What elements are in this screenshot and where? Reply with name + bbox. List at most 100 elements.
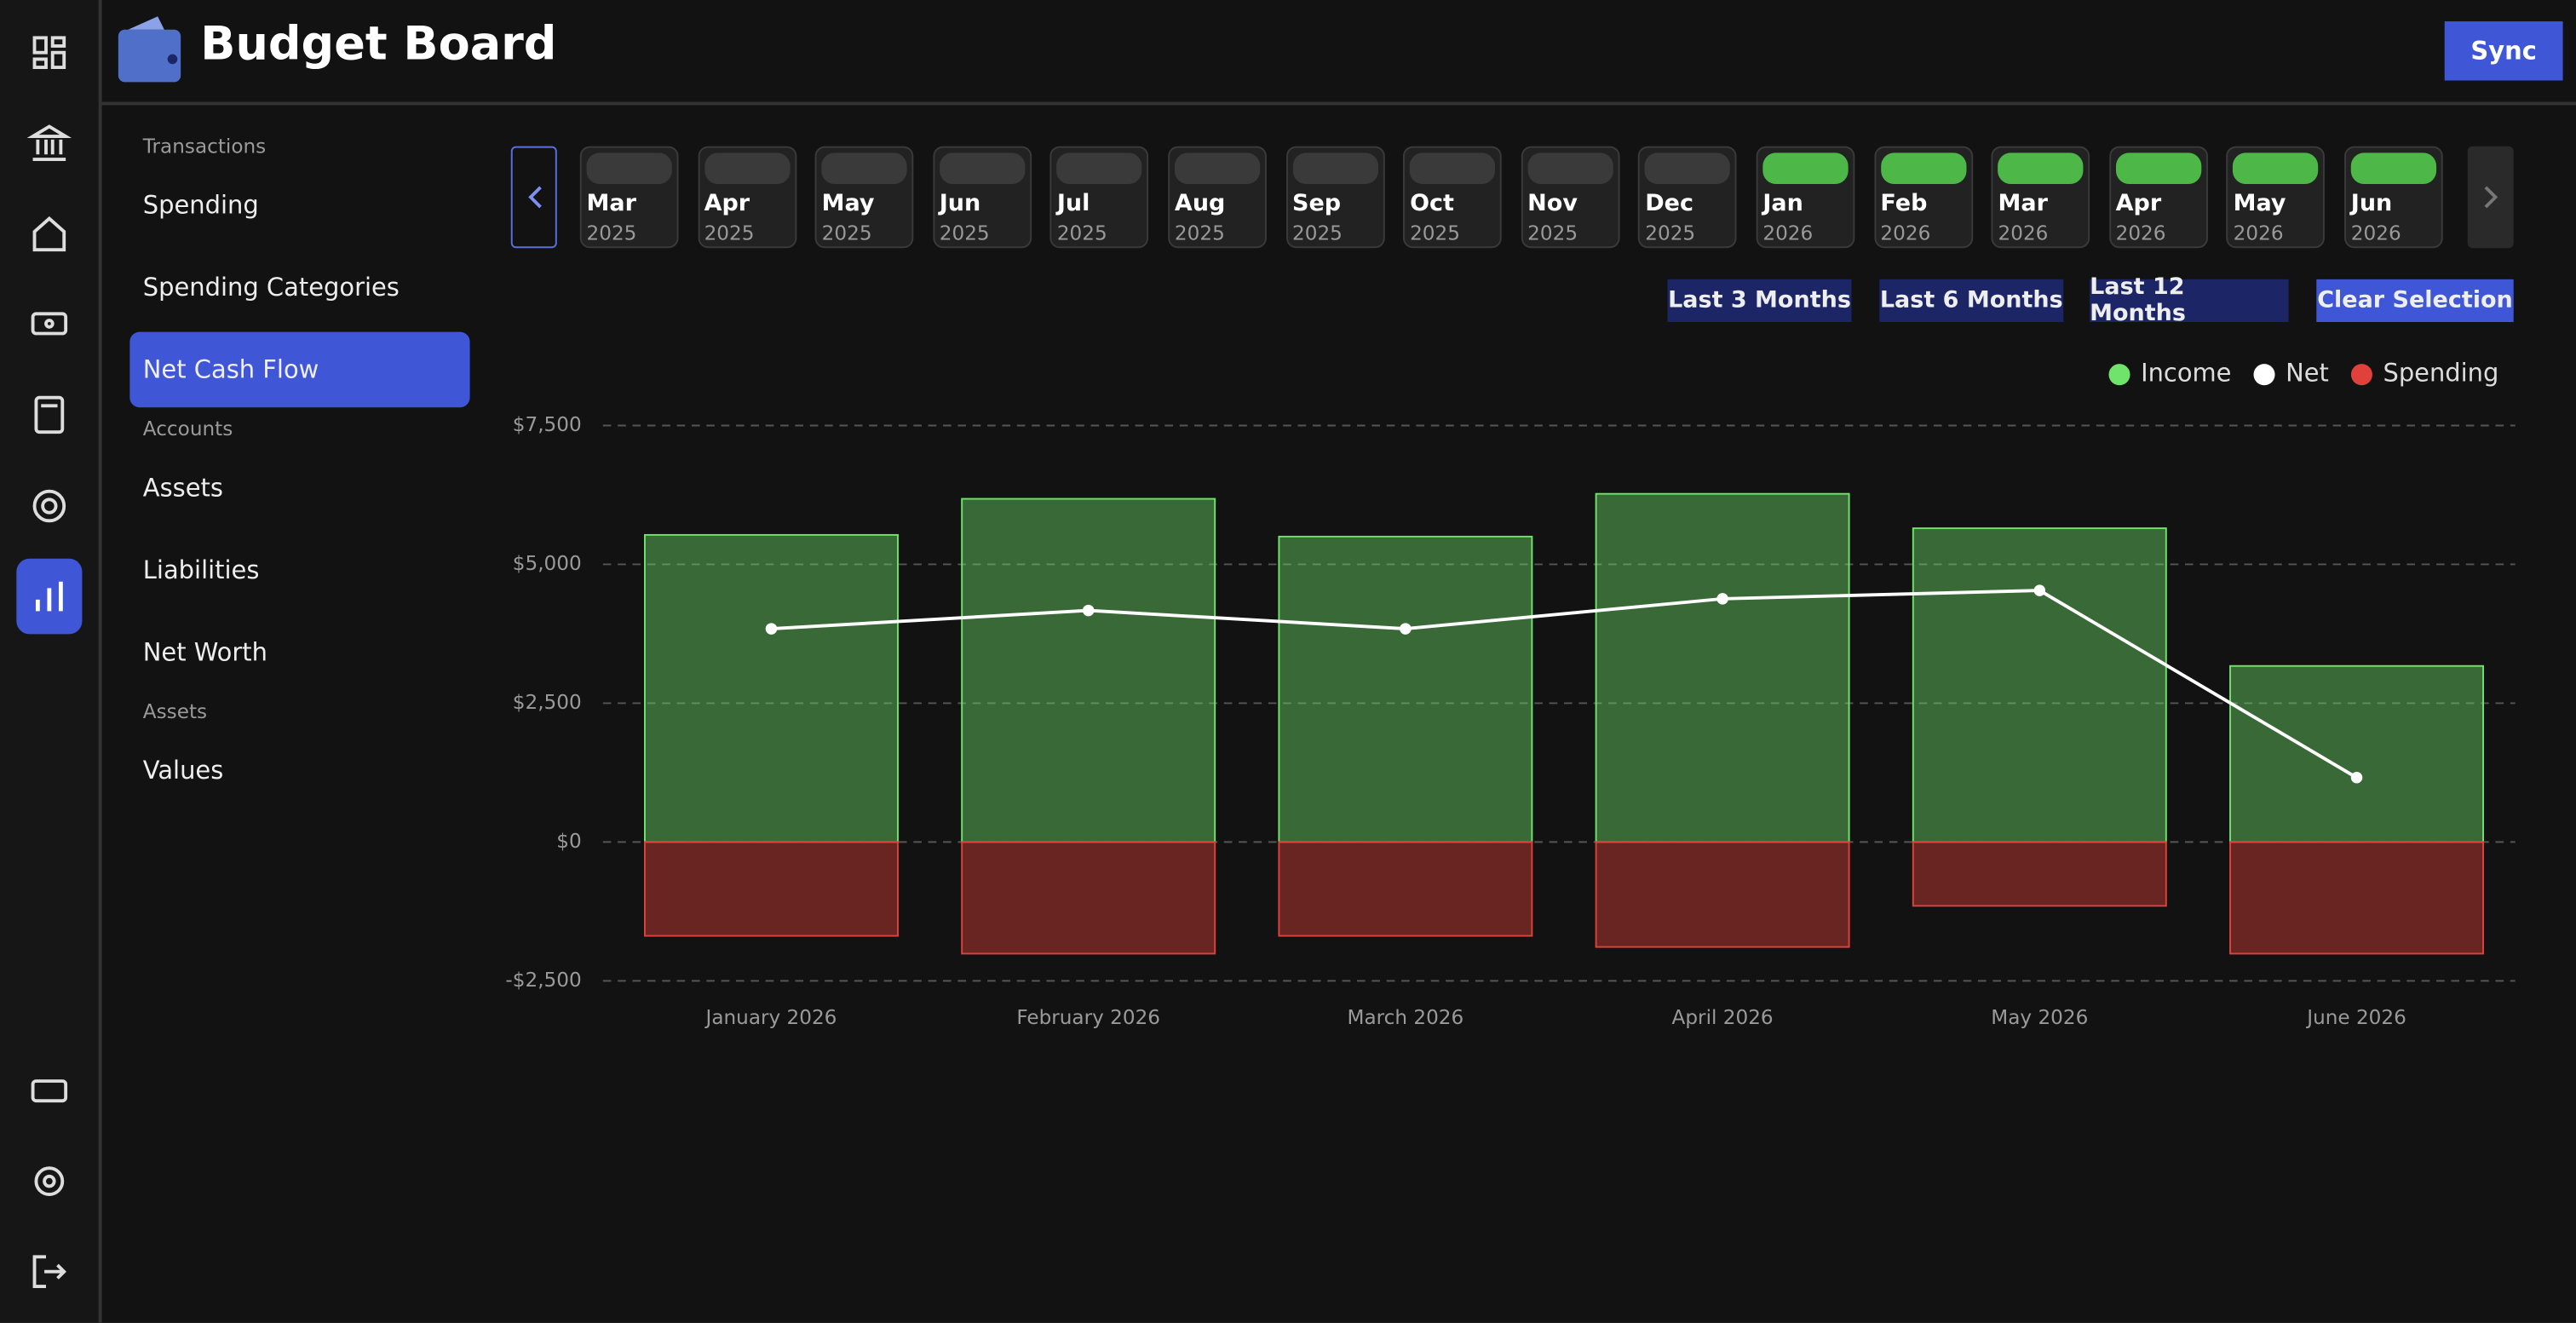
month-label: Mar (1998, 190, 2048, 217)
x-tick-label: March 2026 (1348, 1007, 1464, 1029)
legend-label: Net (2286, 359, 2329, 388)
month-chip[interactable]: Dec 2025 (1638, 146, 1738, 249)
range-button[interactable]: Last 6 Months (1879, 279, 2064, 322)
goals-icon[interactable] (16, 471, 82, 537)
month-label: Jul (1056, 190, 1090, 217)
year-label: 2025 (704, 221, 755, 245)
x-tick-label: June 2026 (2305, 1007, 2406, 1029)
month-label: Apr (2115, 190, 2162, 217)
dashboard-icon[interactable] (16, 20, 82, 85)
year-label: 2025 (586, 221, 637, 245)
month-label: Feb (1880, 190, 1928, 217)
calculator-icon[interactable] (16, 381, 82, 446)
month-chip[interactable]: May 2026 (2226, 146, 2326, 249)
net-point (2350, 772, 2363, 784)
selection-indicator (1527, 152, 1613, 184)
bar (1595, 492, 1850, 843)
month-chip[interactable]: Nov 2025 (1521, 146, 1620, 249)
net-point (1082, 604, 1095, 617)
year-label: 2026 (2115, 221, 2166, 245)
month-label: May (821, 190, 875, 217)
month-chip[interactable]: Jun 2026 (2344, 146, 2443, 249)
nav-item[interactable]: Net Worth (142, 637, 267, 667)
bar (643, 841, 899, 937)
month-chip[interactable]: May 2025 (814, 146, 914, 249)
selection-indicator (1410, 152, 1496, 184)
app-title: Budget Board (200, 16, 557, 71)
next-months[interactable] (2467, 146, 2514, 249)
year-label: 2025 (939, 221, 990, 245)
selection-indicator (1998, 152, 2084, 184)
bar (2229, 664, 2484, 843)
x-tick-label: May 2026 (1991, 1007, 2088, 1029)
nav-item[interactable]: Spending (142, 190, 259, 221)
y-tick-label: $7,500 (513, 414, 582, 436)
net-point (1716, 593, 1728, 605)
bar (2229, 841, 2484, 955)
legend-swatch (2108, 364, 2130, 386)
year-label: 2025 (1410, 221, 1460, 245)
cash-icon[interactable] (16, 290, 82, 356)
settings-icon[interactable] (16, 1148, 82, 1214)
year-label: 2025 (1292, 221, 1343, 245)
nav-item[interactable]: Values (142, 756, 224, 785)
section-heading: Assets (142, 699, 208, 723)
selection-indicator (2115, 152, 2201, 184)
sync-button[interactable]: Sync (2444, 21, 2563, 81)
range-button[interactable]: Last 3 Months (1667, 279, 1852, 322)
month-chip[interactable]: Jun 2025 (933, 146, 1032, 249)
section-heading: Accounts (142, 417, 233, 440)
icon-rail (0, 0, 102, 1323)
net-point (2033, 584, 2046, 596)
month-chip[interactable]: Apr 2025 (697, 146, 796, 249)
selection-indicator (1174, 152, 1261, 184)
month-chip[interactable]: Jul 2025 (1050, 146, 1149, 249)
bar (961, 841, 1216, 955)
nav-item[interactable]: Liabilities (142, 555, 260, 585)
selection-indicator (1762, 152, 1849, 184)
year-label: 2025 (1645, 221, 1696, 245)
month-chip[interactable]: Apr 2026 (2108, 146, 2208, 249)
month-label: May (2233, 190, 2286, 217)
month-label: Jan (1762, 190, 1803, 217)
top-bar: Budget Board Sync (101, 0, 2576, 106)
year-label: 2025 (1174, 221, 1225, 245)
legend-swatch (2253, 364, 2275, 386)
import-icon[interactable] (16, 1060, 82, 1125)
month-chip[interactable]: Oct 2025 (1403, 146, 1503, 249)
month-label: Mar (586, 190, 636, 217)
net-line (771, 589, 2358, 779)
prev-months[interactable] (510, 146, 557, 249)
year-label: 2026 (1880, 221, 1931, 245)
month-label: Aug (1174, 190, 1226, 217)
year-label: 2025 (1527, 221, 1578, 245)
range-button[interactable]: Clear Selection (2316, 279, 2514, 322)
legend-swatch (2350, 364, 2372, 386)
nav-item[interactable]: Net Cash Flow (129, 331, 470, 408)
month-chip[interactable]: Jan 2026 (1756, 146, 1855, 249)
bar (1912, 841, 2167, 907)
selection-indicator (1292, 152, 1378, 184)
home-icon[interactable] (16, 200, 82, 266)
bar (1595, 841, 1850, 948)
month-chip[interactable]: Mar 2026 (1991, 146, 2090, 249)
month-chip[interactable]: Aug 2025 (1168, 146, 1267, 249)
nav-item[interactable]: Assets (142, 473, 223, 503)
logout-icon[interactable] (16, 1239, 82, 1304)
month-label: Jun (939, 190, 981, 217)
month-label: Apr (704, 190, 750, 217)
month-chip[interactable]: Feb 2026 (1873, 146, 1973, 249)
nav-item[interactable]: Spending Categories (142, 273, 400, 302)
net-point (765, 623, 778, 635)
month-chip[interactable]: Sep 2025 (1285, 146, 1385, 249)
x-tick-label: February 2026 (1016, 1007, 1160, 1029)
month-chip[interactable]: Mar 2025 (579, 146, 679, 249)
bank-icon[interactable] (16, 110, 82, 175)
bar (1278, 841, 1533, 937)
bar (961, 498, 1216, 843)
reports-icon[interactable] (16, 558, 83, 635)
selection-indicator (821, 152, 907, 184)
year-label: 2026 (2350, 221, 2401, 245)
